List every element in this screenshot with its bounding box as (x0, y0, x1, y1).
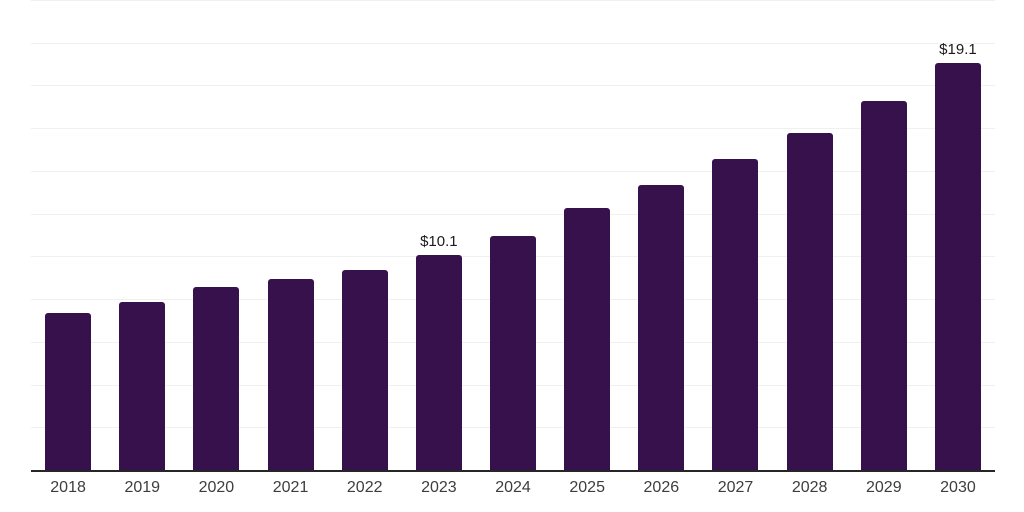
bar-slot-2025 (550, 1, 624, 471)
bar-value-label-2030: $19.1 (939, 40, 977, 58)
plot-area: $10.1 $19.1 (31, 0, 995, 472)
gridline-y-14 (31, 170, 995, 172)
bar-2025 (564, 208, 611, 471)
bar-2030 (934, 62, 981, 471)
bar-2021 (267, 278, 314, 471)
x-axis-line (31, 470, 995, 472)
bar-slot-2026 (624, 1, 698, 471)
x-tick-2019: 2019 (124, 479, 161, 496)
bar-slot-2029 (847, 1, 921, 471)
x-tick-2018: 2018 (50, 479, 86, 496)
gridline-y-20 (31, 42, 995, 44)
gridline-y-22 (31, 0, 995, 1)
bar-2026 (638, 184, 685, 471)
x-tick-2027: 2027 (717, 479, 754, 496)
bar-slot-2019 (105, 1, 179, 471)
bar-2019 (119, 302, 166, 471)
bar-slot-2028 (773, 1, 847, 471)
gridline-y-16 (31, 128, 995, 130)
bar-series: $10.1 $19.1 (31, 1, 995, 471)
x-tick-2030: 2030 (940, 479, 976, 496)
x-tick-2021: 2021 (272, 479, 309, 496)
x-tick-2023: 2023 (421, 479, 457, 496)
bar-value-label-2023: $10.1 (420, 233, 458, 251)
bar-2028 (786, 133, 833, 471)
bar-slot-2021 (253, 1, 327, 471)
bar-slot-2022 (328, 1, 402, 471)
bar-2024 (490, 236, 537, 471)
x-tick-2028: 2028 (791, 479, 828, 496)
bar-2020 (193, 287, 240, 471)
x-tick-2024: 2024 (495, 479, 531, 496)
gridline-y-18 (31, 85, 995, 87)
bar-slot-2027 (698, 1, 772, 471)
x-tick-2026: 2026 (643, 479, 680, 496)
gridline-y-12 (31, 213, 995, 215)
bar-2027 (712, 159, 759, 471)
x-tick-2029: 2029 (866, 479, 902, 496)
x-tick-2025: 2025 (569, 479, 605, 496)
bar-2018 (45, 312, 92, 471)
bar-2023 (415, 255, 462, 471)
bar-2029 (860, 101, 907, 471)
bar-slot-2020 (179, 1, 253, 471)
bar-slot-2030: $19.1 (921, 1, 995, 471)
bar-2022 (341, 270, 388, 471)
bar-slot-2018 (31, 1, 105, 471)
bar-slot-2024 (476, 1, 550, 471)
x-axis-labels: 2018 2019 2020 2021 2022 2023 2024 2025 2026 2027… (31, 479, 995, 497)
x-tick-2022: 2022 (346, 479, 383, 496)
x-tick-2020: 2020 (198, 479, 235, 496)
bar-slot-2023: $10.1 (402, 1, 476, 471)
